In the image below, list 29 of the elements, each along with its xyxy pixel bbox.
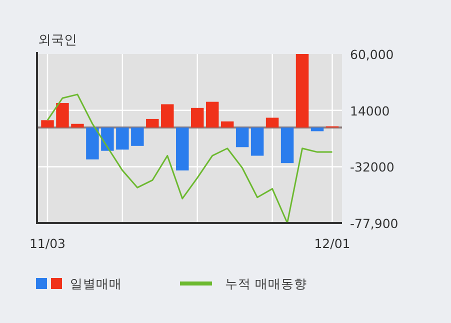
bar <box>296 54 309 128</box>
bar <box>131 128 144 146</box>
bar <box>236 128 249 148</box>
y-tick-label: -32000 <box>350 160 394 175</box>
bar <box>266 118 279 128</box>
bar <box>71 124 84 128</box>
y-tick-label: -77,900 <box>350 216 398 231</box>
bar <box>191 108 204 128</box>
bar <box>56 103 69 128</box>
bar <box>176 128 189 170</box>
bar <box>86 128 99 160</box>
legend-label: 누적 매매동향 <box>225 276 307 291</box>
bar <box>250 128 264 156</box>
bar <box>146 118 159 128</box>
legend-label: 일별매매 <box>70 276 122 291</box>
line-series <box>46 94 334 224</box>
bar <box>206 102 219 128</box>
x-tick-label: 11/03 <box>29 236 66 251</box>
x-tick-label: 12/01 <box>314 236 350 251</box>
bar <box>280 128 294 164</box>
bar <box>41 120 54 128</box>
y-tick-label: 60,000 <box>350 47 394 62</box>
bar <box>101 128 114 151</box>
bar <box>161 104 174 128</box>
chart-title: 외국인 <box>38 33 77 48</box>
bar <box>310 128 324 132</box>
y-tick-label: 14000 <box>350 103 390 118</box>
bar <box>220 121 234 128</box>
bar <box>116 128 129 150</box>
